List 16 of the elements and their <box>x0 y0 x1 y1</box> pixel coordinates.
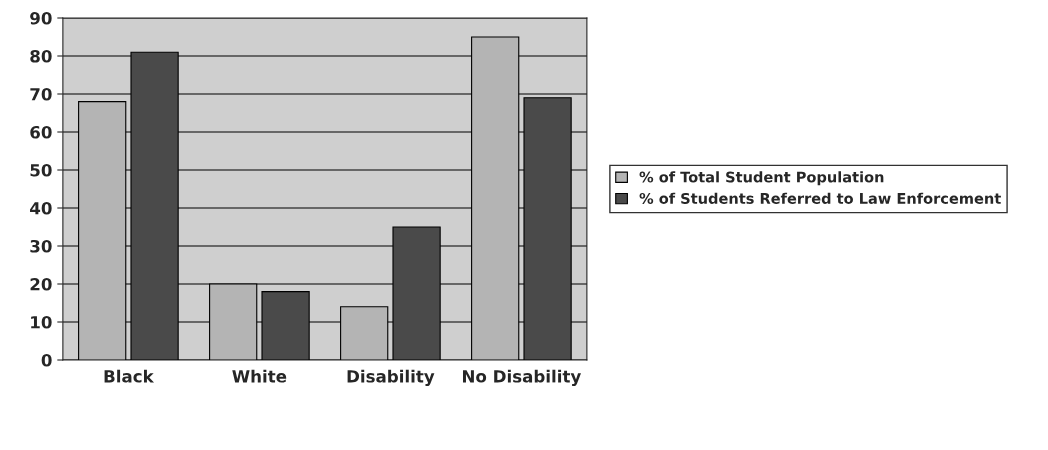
y-tick-label: 50 <box>30 163 52 177</box>
legend-label: % of Total Student Population <box>639 171 884 186</box>
y-tick-label: 10 <box>31 315 52 329</box>
y-tick-label: 20 <box>30 277 52 291</box>
y-tick-label: 30 <box>30 239 52 253</box>
legend-label: % of Students Referred to Law Enforcement <box>639 192 1001 204</box>
y-tick-label: 90 <box>30 11 52 25</box>
y-tick-label: 40 <box>30 201 52 215</box>
y-tick-label: 60 <box>30 125 52 139</box>
x-tick-label: No Disability <box>463 369 581 386</box>
x-tick-label: Black <box>104 369 155 383</box>
y-tick-label: 0 <box>41 353 52 367</box>
y-tick-label: 80 <box>30 49 52 63</box>
x-tick-label: Disability <box>347 369 435 386</box>
x-tick-label: White <box>232 369 287 383</box>
y-tick-label: 70 <box>30 87 52 101</box>
